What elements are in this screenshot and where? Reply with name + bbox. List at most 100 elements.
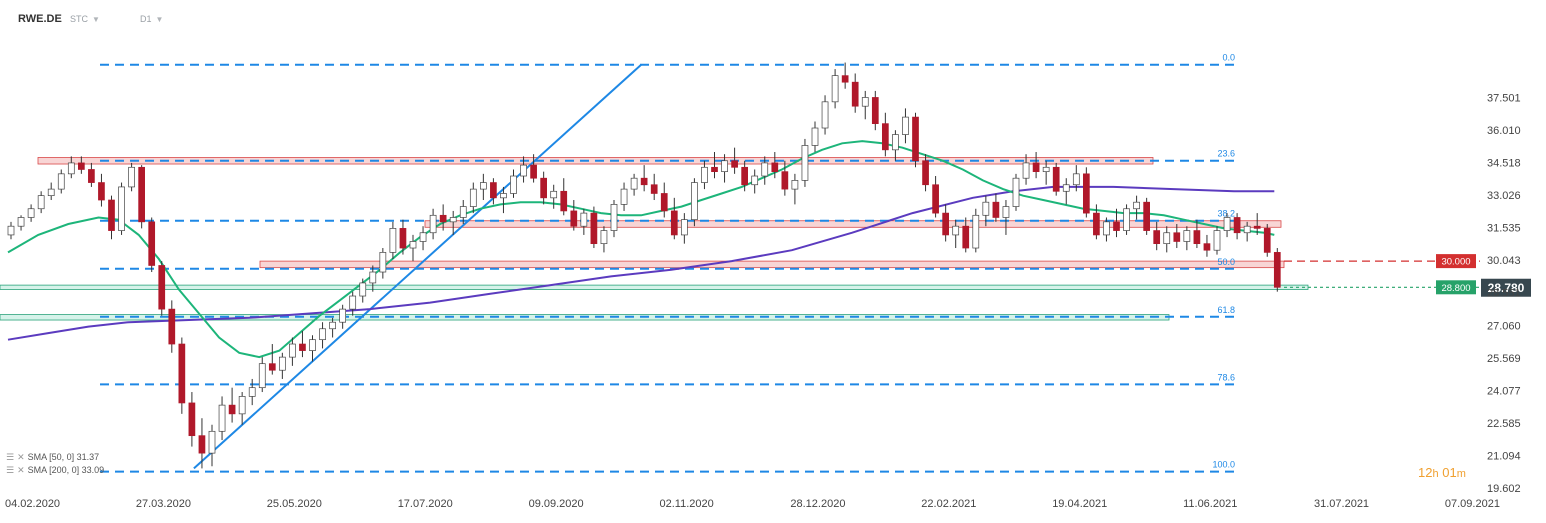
candle-up (409, 241, 417, 249)
candle-down (932, 184, 939, 214)
candle-up (1123, 208, 1130, 231)
candle-up (218, 404, 226, 432)
timer-m-unit: m (1456, 468, 1466, 480)
candle-up (630, 177, 638, 190)
y-axis-tick-label: 31.535 (1487, 223, 1521, 235)
chevron-down-icon: ▼ (155, 15, 164, 24)
candle-up (238, 396, 246, 415)
candle-up (610, 204, 618, 231)
candle-up (309, 339, 316, 351)
candle-up (1183, 230, 1191, 242)
candle-up (701, 166, 708, 183)
x-axis-tick-label: 11.06.2021 (1183, 498, 1237, 510)
y-axis-tick-label: 21.094 (1487, 450, 1521, 462)
candle-up (1133, 201, 1140, 210)
candle-down (530, 164, 537, 179)
candle-up (952, 225, 960, 236)
candle-up (902, 116, 909, 135)
candle-up (1042, 166, 1050, 173)
candle-up (47, 188, 55, 197)
legend-label: SMA [200, 0] 33.09 (27, 465, 105, 475)
x-axis-tick-label: 17.07.2020 (398, 498, 453, 510)
candle-up (1022, 162, 1030, 179)
candle-up (319, 328, 326, 341)
timer-minutes: 01 (1442, 465, 1457, 480)
symbol-label[interactable]: RWE.DE (18, 13, 62, 25)
candle-up (620, 188, 628, 205)
candle-up (510, 175, 517, 194)
market-selector[interactable]: STC ▼ (70, 14, 100, 24)
x-axis-tick-label: 09.09.2020 (529, 498, 584, 510)
legend-item-sma200[interactable]: ☰ ✕ SMA [200, 0] 33.09 (6, 465, 104, 476)
fibonacci-label: 100.0 (1212, 460, 1235, 470)
candle-down (138, 166, 145, 223)
candle-down (660, 193, 668, 212)
chevron-down-icon: ▼ (92, 15, 100, 24)
candle-down (188, 402, 196, 437)
candle-up (57, 173, 65, 190)
resistance-zone (259, 260, 1285, 269)
market-label: STC (70, 14, 88, 24)
x-axis-tick-label: 25.05.2020 (267, 498, 322, 510)
settings-icon[interactable]: ☰ (6, 465, 15, 475)
candle-down (781, 171, 789, 190)
candle-down (590, 212, 598, 245)
candle-up (339, 308, 346, 323)
candle-down (1173, 232, 1181, 242)
candle-up (1163, 232, 1171, 245)
candle-up (27, 208, 35, 218)
candle-down (1052, 166, 1060, 192)
candle-up (600, 230, 608, 245)
y-axis-tick-label: 33.026 (1487, 190, 1521, 202)
candle-down (670, 210, 678, 236)
timeframe-label: D1 (140, 14, 152, 24)
candle-up (721, 160, 728, 173)
timeframe-selector[interactable]: D1 ▼ (140, 14, 163, 24)
candle-up (1223, 217, 1231, 231)
candle-down (108, 199, 115, 231)
candle-up (389, 228, 397, 253)
candle-up (459, 206, 467, 218)
candle-down (158, 265, 166, 310)
candle-down (1082, 173, 1090, 214)
candle-up (128, 166, 135, 188)
candle-down (1233, 217, 1241, 234)
candle-up (1103, 221, 1110, 236)
x-axis-tick-label: 27.03.2020 (136, 498, 191, 510)
candle-down (540, 177, 548, 199)
candle-down (942, 212, 950, 236)
candle-up (751, 175, 759, 186)
candle-up (1062, 184, 1070, 192)
candle-down (77, 162, 85, 170)
settings-icon[interactable]: ☰ (6, 452, 15, 462)
candle-up (349, 295, 357, 310)
candle-up (279, 356, 286, 371)
candle-down (98, 182, 105, 201)
candle-up (208, 430, 216, 454)
candle-down (741, 166, 749, 186)
y-axis-tick-label: 24.077 (1487, 385, 1521, 397)
candle-down (841, 75, 849, 83)
candle-up (861, 97, 869, 107)
candle-up (248, 387, 256, 397)
close-icon[interactable]: ✕ (17, 452, 25, 462)
candle-up (37, 195, 45, 210)
legend-item-sma50[interactable]: ☰ ✕ SMA [50, 0] 31.37 (6, 452, 99, 463)
candle-down (771, 162, 779, 173)
candle-up (359, 282, 367, 297)
candle-down (962, 225, 970, 249)
price-level-tag-label: 28.800 (1441, 283, 1470, 294)
y-axis-tick-label: 34.518 (1487, 158, 1521, 170)
candle-up (379, 252, 387, 273)
x-axis-tick-label: 19.04.2021 (1052, 498, 1107, 510)
candle-up (289, 343, 296, 358)
candle-up (329, 321, 336, 330)
candle-up (17, 217, 25, 227)
candle-up (67, 162, 75, 175)
candle-up (500, 193, 507, 199)
close-icon[interactable]: ✕ (17, 465, 25, 475)
candle-down (439, 214, 447, 223)
fibonacci-label: 78.6 (1217, 372, 1235, 382)
